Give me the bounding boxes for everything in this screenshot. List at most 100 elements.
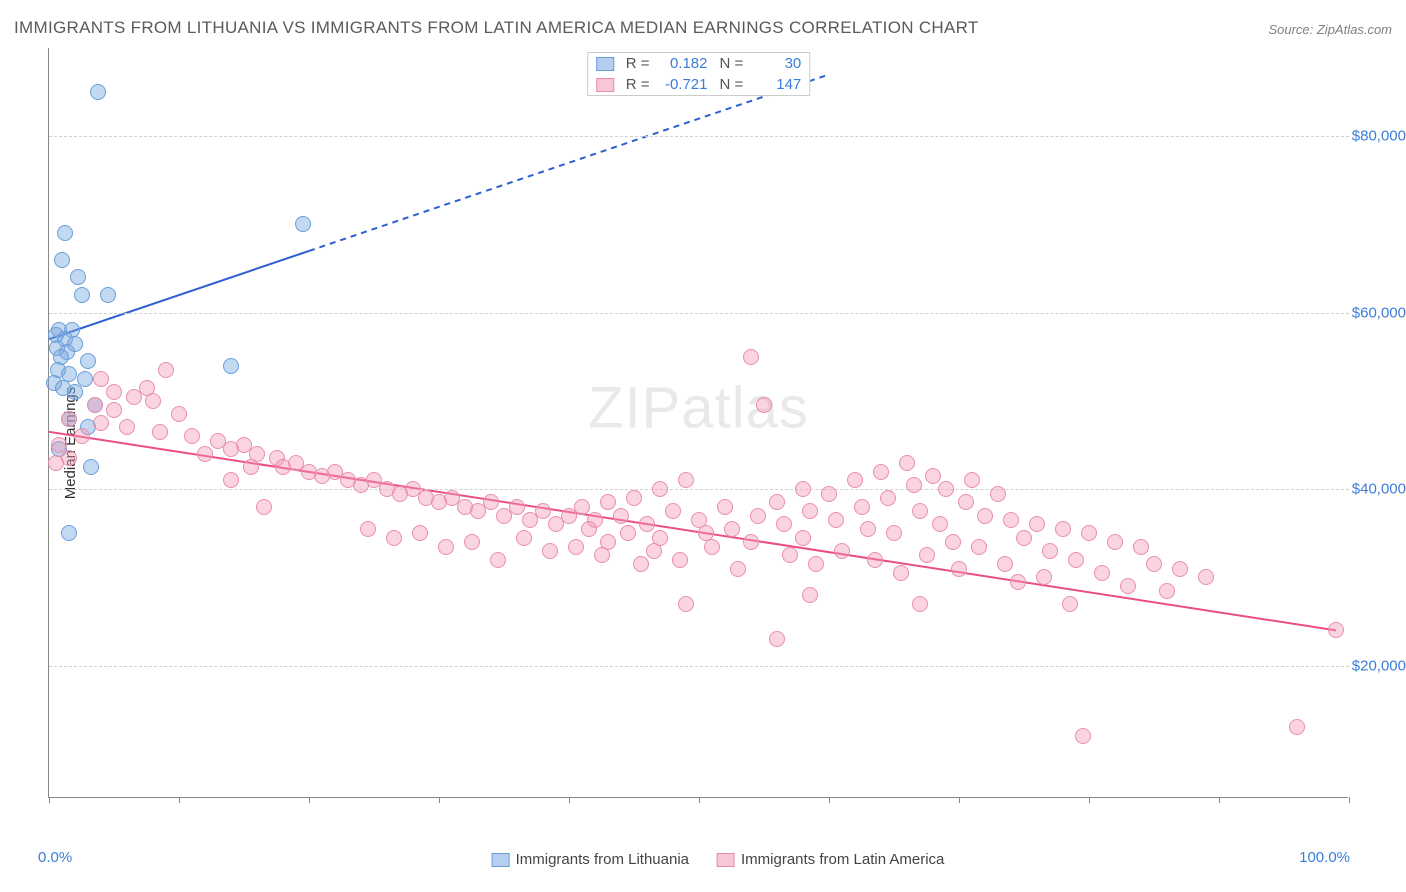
scatter-point [171,406,187,422]
scatter-point [906,477,922,493]
swatch-latin-america [596,78,614,92]
scatter-point [880,490,896,506]
scatter-point [496,508,512,524]
scatter-point [1107,534,1123,550]
scatter-point [223,472,239,488]
scatter-point [639,516,655,532]
scatter-point [243,459,259,475]
scatter-point [87,397,103,413]
scatter-point [90,84,106,100]
scatter-point [808,556,824,572]
scatter-point [412,525,428,541]
scatter-point [100,287,116,303]
stats-legend-row: R = 0.182 N = 30 [588,53,810,74]
scatter-point [314,468,330,484]
scatter-point [802,587,818,603]
scatter-point [386,530,402,546]
scatter-point [1036,569,1052,585]
scatter-point [795,530,811,546]
x-tick [829,797,830,803]
scatter-point [776,516,792,532]
scatter-point [1172,561,1188,577]
scatter-point [295,216,311,232]
scatter-point [126,389,142,405]
scatter-point [912,503,928,519]
scatter-point [997,556,1013,572]
scatter-point [828,512,844,528]
scatter-point [61,525,77,541]
x-axis-label-right: 100.0% [1299,849,1350,866]
scatter-point [106,402,122,418]
scatter-point [522,512,538,528]
scatter-point [600,494,616,510]
y-tick-label: $80,000 [1352,128,1406,145]
y-tick-label: $40,000 [1352,481,1406,498]
scatter-point [782,547,798,563]
chart-source: Source: ZipAtlas.com [1268,22,1392,37]
y-tick-label: $60,000 [1352,304,1406,321]
scatter-point [613,508,629,524]
scatter-point [145,393,161,409]
scatter-point [1068,552,1084,568]
swatch-lithuania [596,57,614,71]
scatter-point [1055,521,1071,537]
scatter-point [1159,583,1175,599]
scatter-point [57,225,73,241]
scatter-point [1081,525,1097,541]
scatter-point [990,486,1006,502]
scatter-point [223,358,239,374]
scatter-point [1062,596,1078,612]
scatter-point [672,552,688,568]
legend-item-lithuania: Immigrants from Lithuania [492,851,689,868]
scatter-point [223,441,239,457]
scatter-point [665,503,681,519]
scatter-point [1075,728,1091,744]
scatter-point [1094,565,1110,581]
scatter-point [431,494,447,510]
scatter-point [730,561,746,577]
scatter-point [899,455,915,471]
scatter-point [971,539,987,555]
scatter-point [743,349,759,365]
stats-legend: R = 0.182 N = 30 R = -0.721 N = 147 [587,52,811,96]
scatter-point [847,472,863,488]
gridline [49,136,1349,137]
scatter-point [67,384,83,400]
scatter-point [197,446,213,462]
scatter-point [717,499,733,515]
scatter-point [1120,578,1136,594]
scatter-point [756,397,772,413]
scatter-point [74,287,90,303]
chart-area: Median Earnings ZIPatlas R = 0.182 N = 3… [48,48,1388,838]
x-tick [1089,797,1090,803]
scatter-point [925,468,941,484]
scatter-point [1029,516,1045,532]
scatter-point [80,353,96,369]
scatter-point [919,547,935,563]
scatter-point [821,486,837,502]
scatter-point [516,530,532,546]
scatter-point [652,481,668,497]
scatter-point [353,477,369,493]
scatter-point [932,516,948,532]
x-tick [49,797,50,803]
scatter-point [704,539,720,555]
scatter-point [1146,556,1162,572]
scatter-point [867,552,883,568]
scatter-point [152,424,168,440]
scatter-point [464,534,480,550]
scatter-point [158,362,174,378]
gridline [49,313,1349,314]
legend-item-latin-america: Immigrants from Latin America [717,851,944,868]
scatter-point [945,534,961,550]
scatter-point [61,411,77,427]
scatter-point [795,481,811,497]
scatter-point [1198,569,1214,585]
scatter-point [1010,574,1026,590]
scatter-point [1042,543,1058,559]
series-legend: Immigrants from Lithuania Immigrants fro… [492,851,945,868]
scatter-point [1016,530,1032,546]
scatter-point [678,596,694,612]
scatter-point [54,252,70,268]
swatch-lithuania [492,853,510,867]
